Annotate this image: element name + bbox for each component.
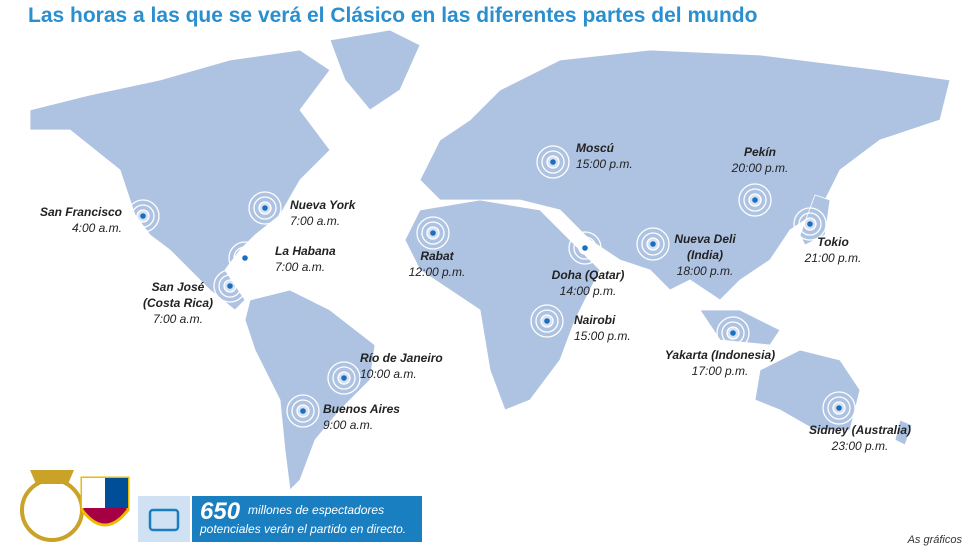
city-name: Río de Janeiro xyxy=(360,351,443,365)
city-name: Moscú xyxy=(576,141,615,155)
marker-ring xyxy=(332,366,356,390)
city-time: 4:00 a.m. xyxy=(72,221,122,235)
marker-ring xyxy=(743,188,767,212)
city-name: Sidney (Australia) xyxy=(809,423,911,437)
city-name: San José xyxy=(152,280,205,294)
marker-ring xyxy=(213,269,247,303)
city-name: Nueva York xyxy=(290,198,357,212)
greenland xyxy=(329,29,421,111)
city-time: 14:00 p.m. xyxy=(560,284,617,298)
marker-ring xyxy=(716,316,750,350)
marker-ring xyxy=(126,199,160,233)
banner-line: potenciales verán el partido en directo. xyxy=(199,522,406,536)
title: Las horas a las que se verá el Clásico e… xyxy=(28,4,757,27)
marker-ring xyxy=(131,204,155,228)
indonesia xyxy=(699,309,781,346)
marker-ring xyxy=(228,241,262,275)
city-marker xyxy=(582,245,588,251)
city-name: Buenos Aires xyxy=(323,402,400,416)
city-name: Rabat xyxy=(420,249,454,263)
city-marker xyxy=(430,230,436,236)
city-marker xyxy=(730,330,736,336)
city-name: Nueva Deli xyxy=(674,232,736,246)
marker-ring xyxy=(541,150,565,174)
marker-ring xyxy=(822,391,856,425)
city-marker xyxy=(140,213,146,219)
marker-ring xyxy=(218,274,242,298)
marker-ring xyxy=(530,304,564,338)
marker-ring xyxy=(738,183,772,217)
marker-ring xyxy=(573,236,597,260)
city-marker xyxy=(262,205,268,211)
city-time: 7:00 a.m. xyxy=(290,214,340,228)
city-marker xyxy=(650,241,656,247)
city-time: 21:00 p.m. xyxy=(804,251,862,265)
city-time: 10:00 a.m. xyxy=(360,367,417,381)
city-marker xyxy=(242,255,248,261)
city-time: 9:00 a.m. xyxy=(323,418,373,432)
city-name: Doha (Qatar) xyxy=(552,268,625,282)
city-name: Tokio xyxy=(817,235,849,249)
city-time: 7:00 a.m. xyxy=(275,260,325,274)
south-america xyxy=(244,289,376,491)
tv-icon xyxy=(148,508,180,532)
marker-ring xyxy=(291,399,315,423)
africa xyxy=(404,199,601,411)
city-name: La Habana xyxy=(275,244,336,258)
marker-ring xyxy=(721,321,745,345)
eurasia xyxy=(419,49,951,301)
city-name: Pekín xyxy=(744,145,776,159)
marker-ring xyxy=(253,196,277,220)
city-name: Nairobi xyxy=(574,313,616,327)
city-time: 18:00 p.m. xyxy=(677,264,734,278)
city-marker xyxy=(752,197,758,203)
city-name: (Costa Rica) xyxy=(143,296,213,310)
marker-ring xyxy=(416,216,450,250)
city-marker xyxy=(227,283,233,289)
credit: As gráficos xyxy=(907,534,963,546)
new-zealand xyxy=(894,419,913,446)
city-name: Yakarta (Indonesia) xyxy=(665,348,775,362)
marker-ring xyxy=(286,394,320,428)
city-time: 20:00 p.m. xyxy=(731,161,789,175)
marker-ring xyxy=(536,145,570,179)
marker-ring xyxy=(248,191,282,225)
marker-ring xyxy=(421,221,445,245)
city-marker xyxy=(550,159,556,165)
city-marker xyxy=(300,408,306,414)
city-marker xyxy=(807,221,813,227)
marker-ring xyxy=(798,212,822,236)
marker-ring xyxy=(827,396,851,420)
marker-ring xyxy=(568,231,602,265)
continents xyxy=(29,29,951,491)
marker-ring xyxy=(636,227,670,261)
banner-line: millones de espectadores xyxy=(248,503,384,517)
city-time: 12:00 p.m. xyxy=(409,265,466,279)
marker-ring xyxy=(535,309,559,333)
city-time: 23:00 p.m. xyxy=(831,439,889,453)
city-time: 17:00 p.m. xyxy=(692,364,749,378)
city-name: (India) xyxy=(687,248,723,262)
city-marker xyxy=(544,318,550,324)
marker-ring xyxy=(641,232,665,256)
marker-ring xyxy=(327,361,361,395)
city-marker xyxy=(341,375,347,381)
city-time: 15:00 p.m. xyxy=(576,157,633,171)
marker-ring xyxy=(793,207,827,241)
tv-icon-box xyxy=(138,496,190,542)
banner xyxy=(192,496,422,542)
marker-ring xyxy=(233,246,257,270)
city-time: 7:00 a.m. xyxy=(153,312,203,326)
banner-number: 650 xyxy=(200,498,241,525)
north-america xyxy=(29,49,331,311)
city-time: 15:00 p.m. xyxy=(574,329,631,343)
city-name: San Francisco xyxy=(40,205,122,219)
city-marker xyxy=(836,405,842,411)
logos xyxy=(20,470,130,542)
